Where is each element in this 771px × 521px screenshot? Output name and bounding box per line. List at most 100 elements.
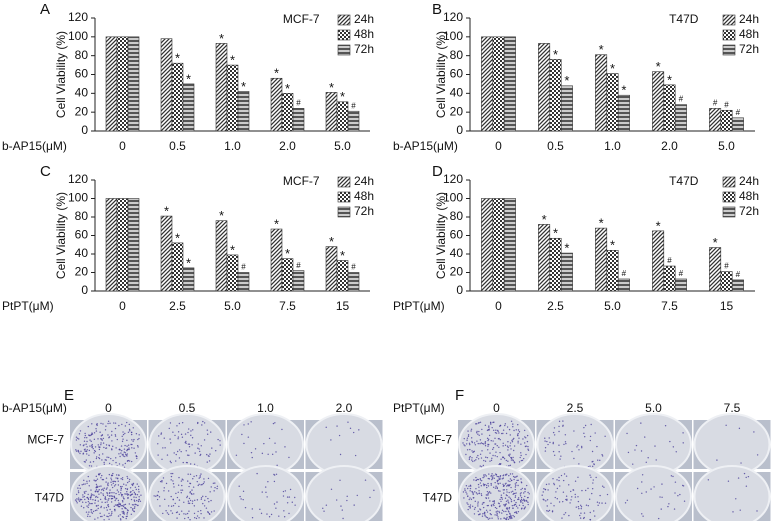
y-tick-label: 60: [450, 228, 464, 242]
y-tick-label: 0: [456, 283, 463, 297]
cell-line-label: MCF-7: [415, 433, 452, 447]
y-tick-label: 40: [450, 86, 464, 100]
bar: [215, 220, 228, 292]
x-tick-label: 0: [495, 299, 502, 313]
significance-marker: *: [285, 246, 290, 261]
significance-marker: #: [724, 100, 729, 109]
colony-image: [615, 465, 692, 521]
bar: [617, 94, 630, 132]
legend-label: 72h: [354, 42, 374, 56]
significance-marker: #: [667, 256, 672, 265]
y-tick-label: 120: [68, 172, 88, 186]
colony-image: [536, 465, 614, 521]
x-tick-label: 2.0: [279, 139, 296, 153]
legend-swatch: [722, 176, 736, 188]
bar: [325, 246, 338, 292]
bar: [481, 36, 494, 132]
bar: [347, 110, 360, 132]
bar: [281, 258, 294, 292]
chart-title: MCF-7: [283, 174, 320, 188]
y-tick-label: 60: [450, 67, 464, 81]
x-tick-label: 0.5: [169, 139, 186, 153]
y-tick-label: 80: [450, 209, 464, 223]
bar: [709, 247, 722, 292]
significance-marker: *: [230, 53, 235, 68]
significance-marker: *: [230, 242, 235, 257]
x-tick-label: 5.0: [604, 299, 621, 313]
significance-marker: #: [736, 108, 741, 117]
significance-marker: #: [241, 263, 246, 272]
y-tick-label: 40: [75, 86, 89, 100]
bar: [663, 84, 676, 132]
dose-label: 0: [493, 401, 500, 415]
x-axis-label: PtPT(μM): [2, 299, 54, 313]
y-tick-label: 80: [75, 48, 89, 62]
bar: [171, 62, 184, 132]
bar: [731, 279, 744, 292]
y-tick-label: 100: [68, 29, 88, 43]
colony-image: [536, 413, 614, 476]
dose-label: 2.5: [567, 401, 584, 415]
chart-title: T47D: [669, 12, 699, 26]
significance-marker: *: [599, 42, 604, 57]
significance-marker: #: [724, 262, 729, 271]
x-tick-label: 5.0: [718, 139, 735, 153]
legend-swatch: [337, 29, 351, 41]
bar: [538, 43, 551, 132]
treatment-label: PtPT(μM): [393, 401, 445, 415]
y-tick-label: 0: [81, 123, 88, 137]
chart-title: T47D: [669, 174, 699, 188]
significance-marker: *: [340, 89, 345, 104]
colony-image: [148, 465, 226, 521]
x-tick-label: 2.5: [547, 299, 564, 313]
significance-marker: *: [713, 235, 718, 250]
bar: [709, 108, 722, 132]
bar: [652, 71, 665, 132]
y-tick-label: 60: [75, 67, 89, 81]
bar: [560, 85, 573, 132]
cell-line-label: MCF-7: [27, 433, 64, 447]
y-tick-label: 0: [456, 123, 463, 137]
legend-swatch: [722, 29, 736, 41]
significance-marker: *: [186, 255, 191, 270]
bar: [215, 43, 228, 132]
dose-label: 1.0: [257, 401, 274, 415]
legend-swatch: [722, 44, 736, 56]
significance-marker: *: [241, 79, 246, 94]
treatment-label: b-AP15(μM): [2, 401, 67, 415]
x-tick-label: 0: [119, 299, 126, 313]
y-tick-label: 40: [75, 246, 89, 260]
colony-image: [70, 413, 147, 476]
significance-marker: *: [274, 66, 279, 81]
bar: [171, 242, 184, 292]
bar: [549, 237, 562, 292]
bar: [492, 36, 505, 132]
bar: [720, 271, 733, 292]
bar: [549, 59, 562, 132]
bar: [116, 198, 129, 292]
legend-swatch: [722, 206, 736, 218]
colony-image: [693, 465, 771, 521]
bar: [336, 101, 349, 132]
bar: [237, 272, 250, 292]
y-tick-label: 100: [68, 191, 88, 205]
dose-label: 0: [105, 401, 112, 415]
significance-marker: *: [656, 59, 661, 74]
significance-marker: *: [175, 230, 180, 245]
bar: [503, 198, 516, 292]
legend-swatch: [722, 191, 736, 203]
bar: [160, 215, 173, 292]
legend-label: 24h: [739, 174, 759, 188]
bar: [481, 198, 494, 292]
x-tick-label: 15: [336, 299, 350, 313]
y-tick-label: 20: [75, 104, 89, 118]
x-tick-label: 15: [720, 299, 734, 313]
significance-marker: *: [621, 83, 626, 98]
legend-label: 24h: [739, 12, 759, 26]
significance-marker: *: [667, 72, 672, 87]
panel-label: E: [64, 387, 74, 404]
significance-marker: *: [610, 61, 615, 76]
colony-image: [70, 465, 147, 521]
dose-label: 2.0: [336, 401, 353, 415]
